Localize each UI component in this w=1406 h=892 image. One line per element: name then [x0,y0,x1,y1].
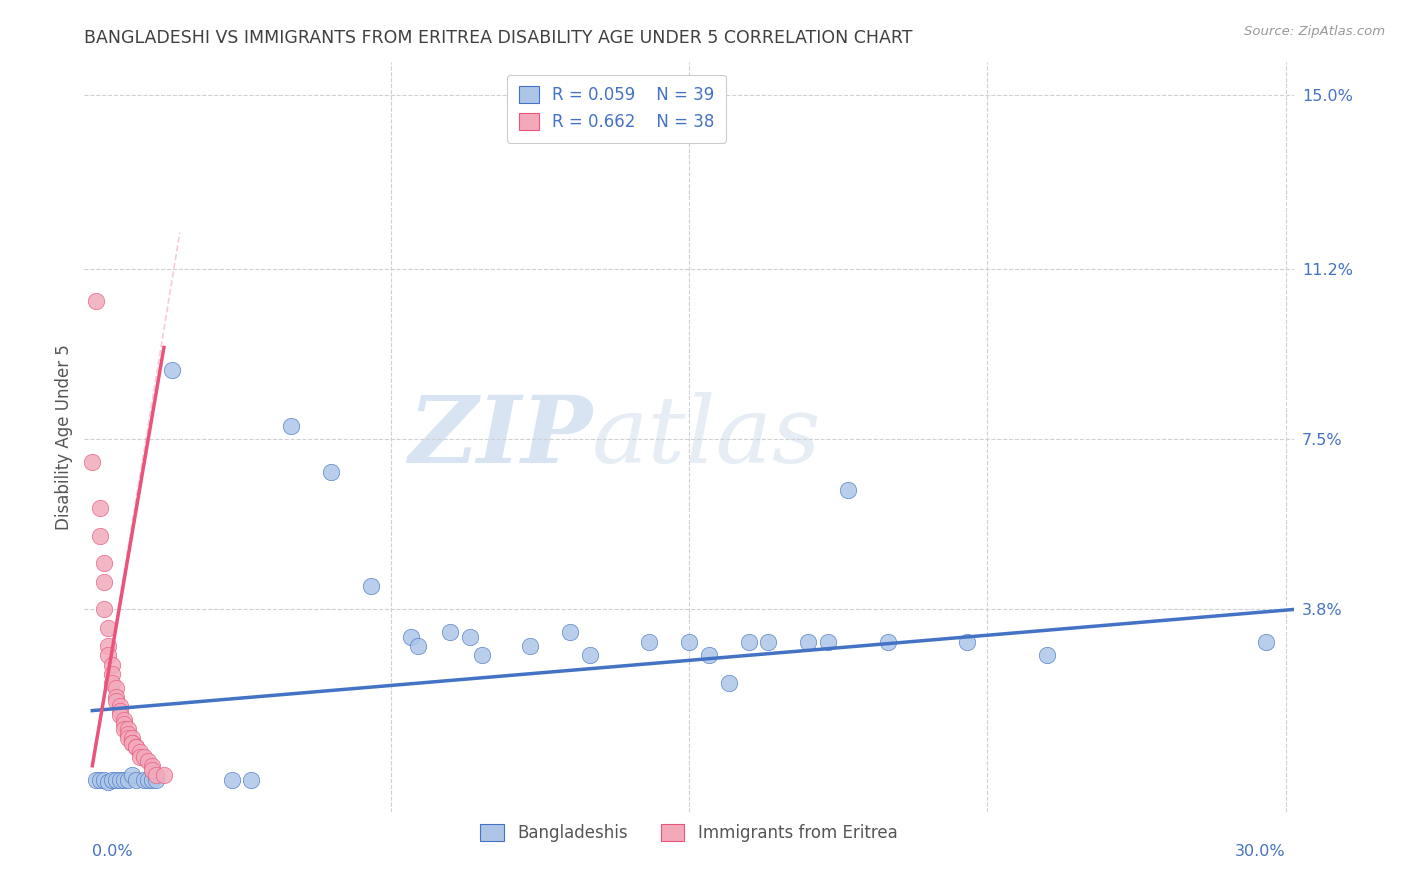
Point [160,363,183,377]
Point [837,483,859,497]
Point [112,717,135,731]
Point [1036,648,1059,663]
Point [121,736,143,750]
Point [97,639,120,653]
Point [93,772,115,787]
Point [93,602,115,616]
Text: 0.0%: 0.0% [93,844,134,859]
Point [89,772,111,787]
Point [1254,634,1277,648]
Point [108,708,131,723]
Point [141,772,163,787]
Point [141,764,163,778]
Point [112,713,135,727]
Point [108,772,131,787]
Point [97,775,120,789]
Text: Source: ZipAtlas.com: Source: ZipAtlas.com [1244,25,1385,38]
Point [129,745,152,759]
Point [117,726,139,740]
Point [678,634,700,648]
Point [132,749,155,764]
Point [89,529,111,543]
Point [125,740,148,755]
Point [471,648,494,663]
Text: BANGLADESHI VS IMMIGRANTS FROM ERITREA DISABILITY AGE UNDER 5 CORRELATION CHART: BANGLADESHI VS IMMIGRANTS FROM ERITREA D… [84,29,912,47]
Point [141,758,163,772]
Point [101,657,124,672]
Point [817,634,839,648]
Point [280,418,302,433]
Point [221,772,243,787]
Point [519,639,541,653]
Point [108,698,131,713]
Point [105,694,128,708]
Point [558,625,581,640]
Point [319,465,342,479]
Point [876,634,898,648]
Point [458,630,481,644]
Point [956,634,979,648]
Point [153,768,176,782]
Text: atlas: atlas [592,392,821,482]
Point [136,772,159,787]
Point [240,772,263,787]
Y-axis label: Disability Age Under 5: Disability Age Under 5 [55,344,73,530]
Point [82,455,104,469]
Point [84,772,107,787]
Text: ZIP: ZIP [408,392,592,482]
Point [758,634,780,648]
Point [132,772,155,787]
Point [578,648,600,663]
Point [145,768,167,782]
Point [112,722,135,736]
Point [125,772,148,787]
Point [360,579,382,593]
Point [108,704,131,718]
Point [129,749,152,764]
Point [121,768,143,782]
Point [97,621,120,635]
Point [101,676,124,690]
Point [117,722,139,736]
Point [439,625,461,640]
Point [89,501,111,516]
Point [105,690,128,704]
Point [101,666,124,681]
Point [105,772,128,787]
Point [93,557,115,571]
Point [717,676,740,690]
Point [797,634,820,648]
Point [408,639,430,653]
Point [97,648,120,663]
Point [145,772,167,787]
Point [136,754,159,768]
Legend: Bangladeshis, Immigrants from Eritrea: Bangladeshis, Immigrants from Eritrea [471,814,907,852]
Point [121,731,143,746]
Point [93,574,115,589]
Point [117,731,139,746]
Point [105,681,128,695]
Point [399,630,422,644]
Point [84,294,107,309]
Point [112,772,135,787]
Point [121,736,143,750]
Point [117,772,139,787]
Point [697,648,720,663]
Point [125,740,148,755]
Point [638,634,661,648]
Point [737,634,759,648]
Point [101,772,124,787]
Text: 30.0%: 30.0% [1234,844,1285,859]
